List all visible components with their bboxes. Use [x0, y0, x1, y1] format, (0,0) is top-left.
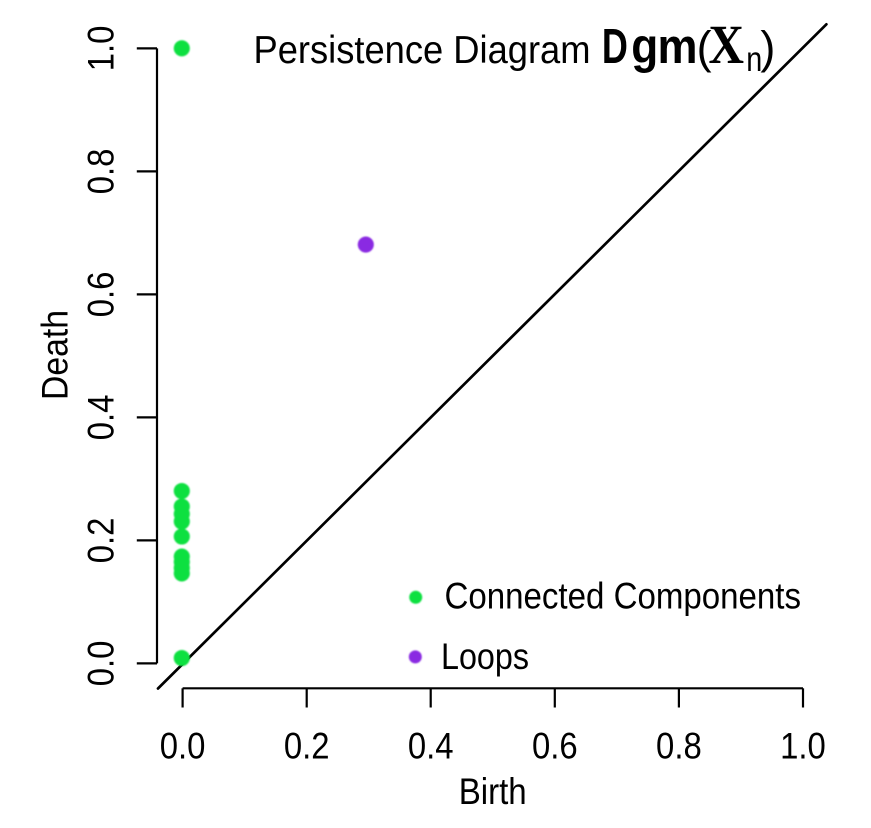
svg-text:Death: Death: [35, 310, 76, 400]
svg-text:0.2: 0.2: [284, 726, 330, 767]
svg-text:0.0: 0.0: [80, 641, 121, 687]
svg-text:1.0: 1.0: [80, 26, 121, 72]
svg-text:0.4: 0.4: [408, 726, 454, 767]
svg-text:1.0: 1.0: [780, 726, 826, 767]
svg-text:0.4: 0.4: [80, 395, 121, 441]
svg-text:D: D: [602, 20, 628, 74]
svg-text:Loops: Loops: [441, 636, 529, 677]
svg-text:n: n: [746, 39, 762, 79]
svg-text:0.6: 0.6: [80, 272, 121, 318]
svg-text:0.8: 0.8: [80, 149, 121, 195]
svg-text:Birth: Birth: [459, 771, 527, 812]
svg-text:0.8: 0.8: [656, 726, 702, 767]
svg-text:X: X: [709, 14, 745, 75]
svg-text:(: (: [697, 22, 712, 73]
svg-text:): ): [760, 22, 775, 73]
svg-text:0.0: 0.0: [160, 726, 206, 767]
svg-text:0.2: 0.2: [80, 518, 121, 564]
svg-text:0.6: 0.6: [532, 726, 578, 767]
svg-text:g: g: [631, 20, 658, 74]
svg-text:Connected Components: Connected Components: [445, 576, 802, 617]
svg-text:Persistence Diagram: Persistence Diagram: [254, 29, 591, 72]
svg-text:m: m: [658, 20, 698, 74]
